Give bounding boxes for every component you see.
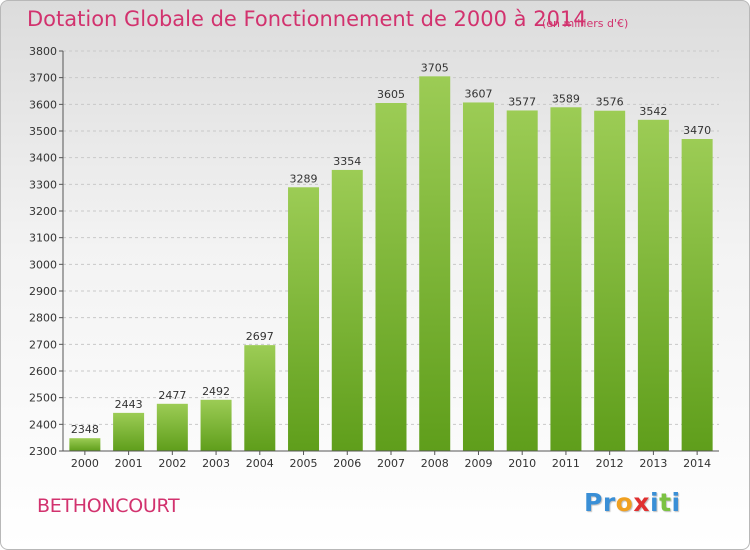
x-tick-label-2005: 2005 xyxy=(290,457,318,470)
logo-letter: i xyxy=(650,488,660,517)
y-tick-label: 2700 xyxy=(29,338,57,351)
y-tick-label: 2300 xyxy=(29,445,57,458)
x-tick-label-2014: 2014 xyxy=(683,457,711,470)
bar-2003 xyxy=(200,399,232,451)
y-tick-label: 3600 xyxy=(29,98,57,111)
logo-letter: i xyxy=(671,488,681,517)
value-label-2003: 2492 xyxy=(202,385,230,398)
value-label-2010: 3577 xyxy=(508,95,536,108)
y-tick-label: 2800 xyxy=(29,312,57,325)
y-tick-label: 2400 xyxy=(29,418,57,431)
value-label-2001: 2443 xyxy=(115,398,143,411)
x-tick-label-2004: 2004 xyxy=(246,457,274,470)
x-tick-label-2002: 2002 xyxy=(158,457,186,470)
value-label-2011: 3589 xyxy=(552,92,580,105)
x-tick-label-2003: 2003 xyxy=(202,457,230,470)
x-tick-label-2000: 2000 xyxy=(71,457,99,470)
value-label-2014: 3470 xyxy=(683,124,711,137)
bar-2012 xyxy=(594,110,626,451)
unit-label: (en milliers d'€) xyxy=(542,17,629,30)
y-tick-label: 3500 xyxy=(29,125,57,138)
x-tick-label-2006: 2006 xyxy=(333,457,361,470)
y-tick-label: 3100 xyxy=(29,232,57,245)
y-tick-label: 2600 xyxy=(29,365,57,378)
x-tick-label-2011: 2011 xyxy=(552,457,580,470)
x-tick-label-2001: 2001 xyxy=(115,457,143,470)
x-tick-label-2007: 2007 xyxy=(377,457,405,470)
bar-2008 xyxy=(419,76,451,451)
bar-2002 xyxy=(156,403,188,451)
value-label-2008: 3705 xyxy=(421,61,449,74)
bar-2001 xyxy=(113,412,145,451)
value-label-2007: 3605 xyxy=(377,88,405,101)
proxiti-logo: Proxiti xyxy=(584,488,681,517)
x-tick-label-2010: 2010 xyxy=(508,457,536,470)
value-label-2009: 3607 xyxy=(464,87,492,100)
y-tick-label: 2900 xyxy=(29,285,57,298)
y-tick-label: 3400 xyxy=(29,152,57,165)
y-tick-label: 2500 xyxy=(29,392,57,405)
value-label-2005: 3289 xyxy=(290,172,318,185)
value-label-2002: 2477 xyxy=(158,389,186,402)
x-tick-label-2013: 2013 xyxy=(639,457,667,470)
commune-name: BETHONCOURT xyxy=(37,495,180,517)
bar-2004 xyxy=(244,345,276,451)
x-tick-label-2012: 2012 xyxy=(596,457,624,470)
value-label-2000: 2348 xyxy=(71,423,99,436)
logo-letter: o xyxy=(615,488,634,517)
bar-2011 xyxy=(550,107,582,452)
bar-2013 xyxy=(637,119,669,452)
value-label-2006: 3354 xyxy=(333,155,361,168)
value-label-2004: 2697 xyxy=(246,330,274,343)
bar-2000 xyxy=(69,438,101,451)
x-tick-label-2008: 2008 xyxy=(421,457,449,470)
value-label-2012: 3576 xyxy=(596,96,624,109)
bar-2010 xyxy=(506,110,538,451)
bar-2005 xyxy=(288,187,320,451)
x-tick-label-2009: 2009 xyxy=(464,457,492,470)
bar-2009 xyxy=(462,102,494,451)
y-tick-label: 3800 xyxy=(29,45,57,58)
y-tick-label: 3700 xyxy=(29,72,57,85)
logo-letter: P xyxy=(584,488,603,517)
logo-letter: t xyxy=(659,488,672,517)
chart-title: Dotation Globale de Fonctionnement de 20… xyxy=(27,7,587,31)
bar-2006 xyxy=(331,169,363,451)
value-label-2013: 3542 xyxy=(639,105,667,118)
bar-2007 xyxy=(375,103,407,451)
bar-2014 xyxy=(681,139,713,451)
y-tick-label: 3200 xyxy=(29,205,57,218)
logo-letter: r xyxy=(602,488,616,517)
y-tick-label: 3000 xyxy=(29,258,57,271)
y-tick-label: 3300 xyxy=(29,178,57,191)
logo-letter: x xyxy=(633,488,650,517)
